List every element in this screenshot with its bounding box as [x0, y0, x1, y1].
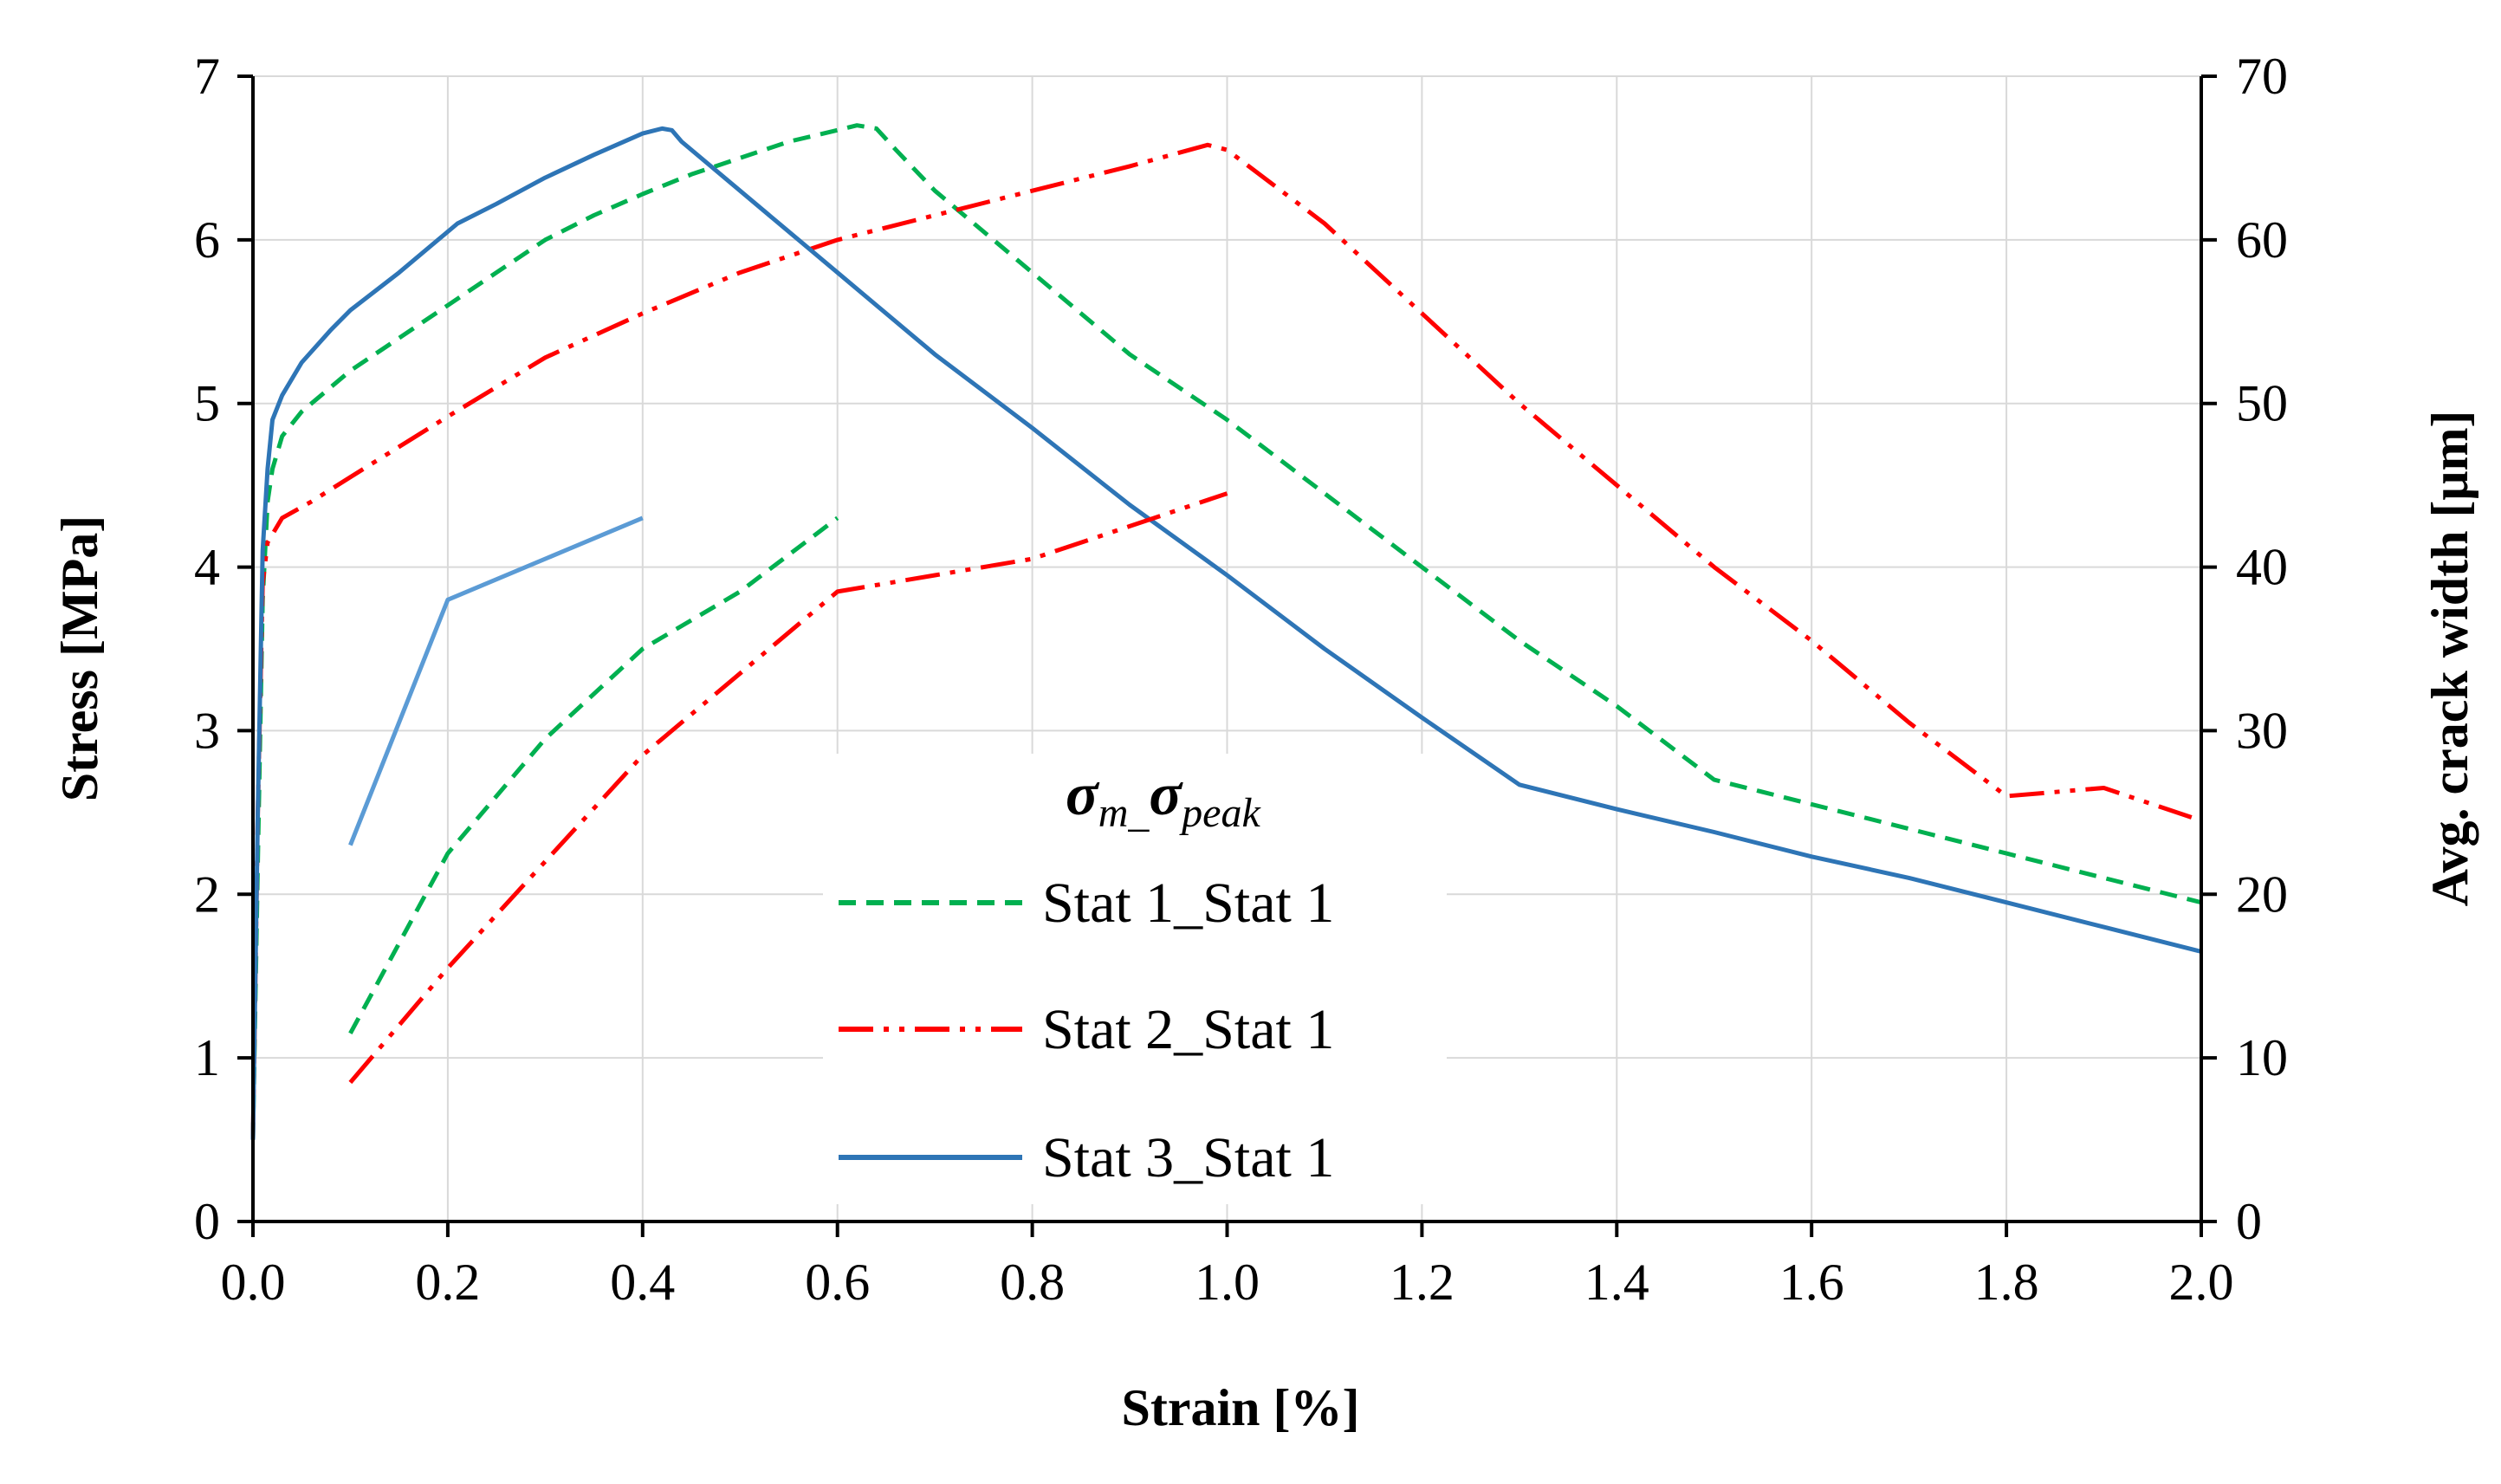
legend-title-sub-m: m — [1098, 790, 1129, 836]
y-axis-title: Stress [MPa] — [51, 515, 108, 801]
legend-label-stat1: Stat 1_Stat 1 — [1042, 872, 1334, 935]
y2-tick-label: 20 — [2236, 865, 2288, 923]
legend-label-stat2: Stat 2_Stat 1 — [1042, 998, 1334, 1061]
legend-title-sub-peak: peak — [1179, 790, 1261, 836]
legend-title: σm_σpeak — [1066, 761, 1261, 836]
legend-background — [823, 754, 1447, 1204]
y2-tick-label: 40 — [2236, 539, 2288, 596]
x-tick-label: 0.8 — [1000, 1254, 1065, 1311]
y-tick-label: 1 — [194, 1029, 220, 1086]
y2-axis-title: Avg. crack width [μm] — [2421, 411, 2478, 907]
y2-tick-label: 60 — [2236, 211, 2288, 269]
x-tick-label: 1.6 — [1779, 1254, 1844, 1311]
series-line-stat-1-stat-1 — [250, 123, 2202, 1140]
y-tick-label: 5 — [194, 375, 220, 432]
x-tick-label: 0.0 — [221, 1254, 286, 1311]
x-tick-label: 0.4 — [610, 1254, 675, 1311]
series-line-stat-3-stat-1 — [250, 126, 2202, 1140]
series-line-stat-2-crack-width — [348, 491, 1228, 1085]
y-tick-label: 2 — [194, 865, 220, 923]
x-tick-label: 1.2 — [1390, 1254, 1455, 1311]
ticks: 0.0 0.2 0.4 0.6 0.8 1.0 1.2 1.4 1.6 1.8 2.00123456… — [194, 48, 2288, 1311]
series-line-stat-1-crack-width — [348, 515, 839, 1034]
legend-label-stat3: Stat 3_Stat 1 — [1042, 1126, 1334, 1189]
y-tick-label: 6 — [194, 211, 220, 269]
x-tick-label: 2.0 — [2169, 1254, 2234, 1311]
legend-title-sigma-1: σ — [1066, 761, 1100, 828]
y2-tick-label: 50 — [2236, 375, 2288, 432]
y2-tick-label: 10 — [2236, 1029, 2288, 1086]
y-tick-label: 3 — [194, 702, 220, 759]
y-tick-label: 0 — [194, 1193, 220, 1250]
x-axis-title: Strain [%] — [1122, 1379, 1360, 1436]
legend-title-underscore: _ — [1127, 790, 1150, 836]
y-tick-label: 4 — [194, 539, 220, 596]
x-tick-label: 1.4 — [1584, 1254, 1649, 1311]
series-layer — [250, 123, 2202, 1140]
y2-tick-label: 70 — [2236, 48, 2288, 105]
x-tick-label: 1.0 — [1195, 1254, 1260, 1311]
series-line-stat-3-crack-width — [348, 515, 644, 846]
x-tick-label: 1.8 — [1974, 1254, 2039, 1311]
series-line-stat-2-stat-1 — [250, 142, 2202, 1140]
legend-title-sigma-2: σ — [1149, 761, 1183, 828]
y-tick-label: 7 — [194, 48, 220, 105]
x-tick-label: 0.6 — [805, 1254, 870, 1311]
legend: σm_σpeak Stat 1_Stat 1 Stat 2_Stat 1 Sta… — [823, 754, 1447, 1204]
y2-tick-label: 0 — [2236, 1193, 2262, 1250]
y2-tick-label: 30 — [2236, 702, 2288, 759]
x-tick-label: 0.2 — [415, 1254, 480, 1311]
